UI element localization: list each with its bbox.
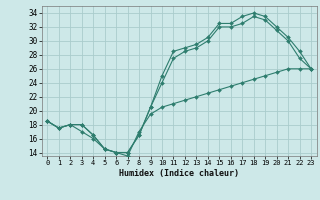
X-axis label: Humidex (Indice chaleur): Humidex (Indice chaleur) bbox=[119, 169, 239, 178]
